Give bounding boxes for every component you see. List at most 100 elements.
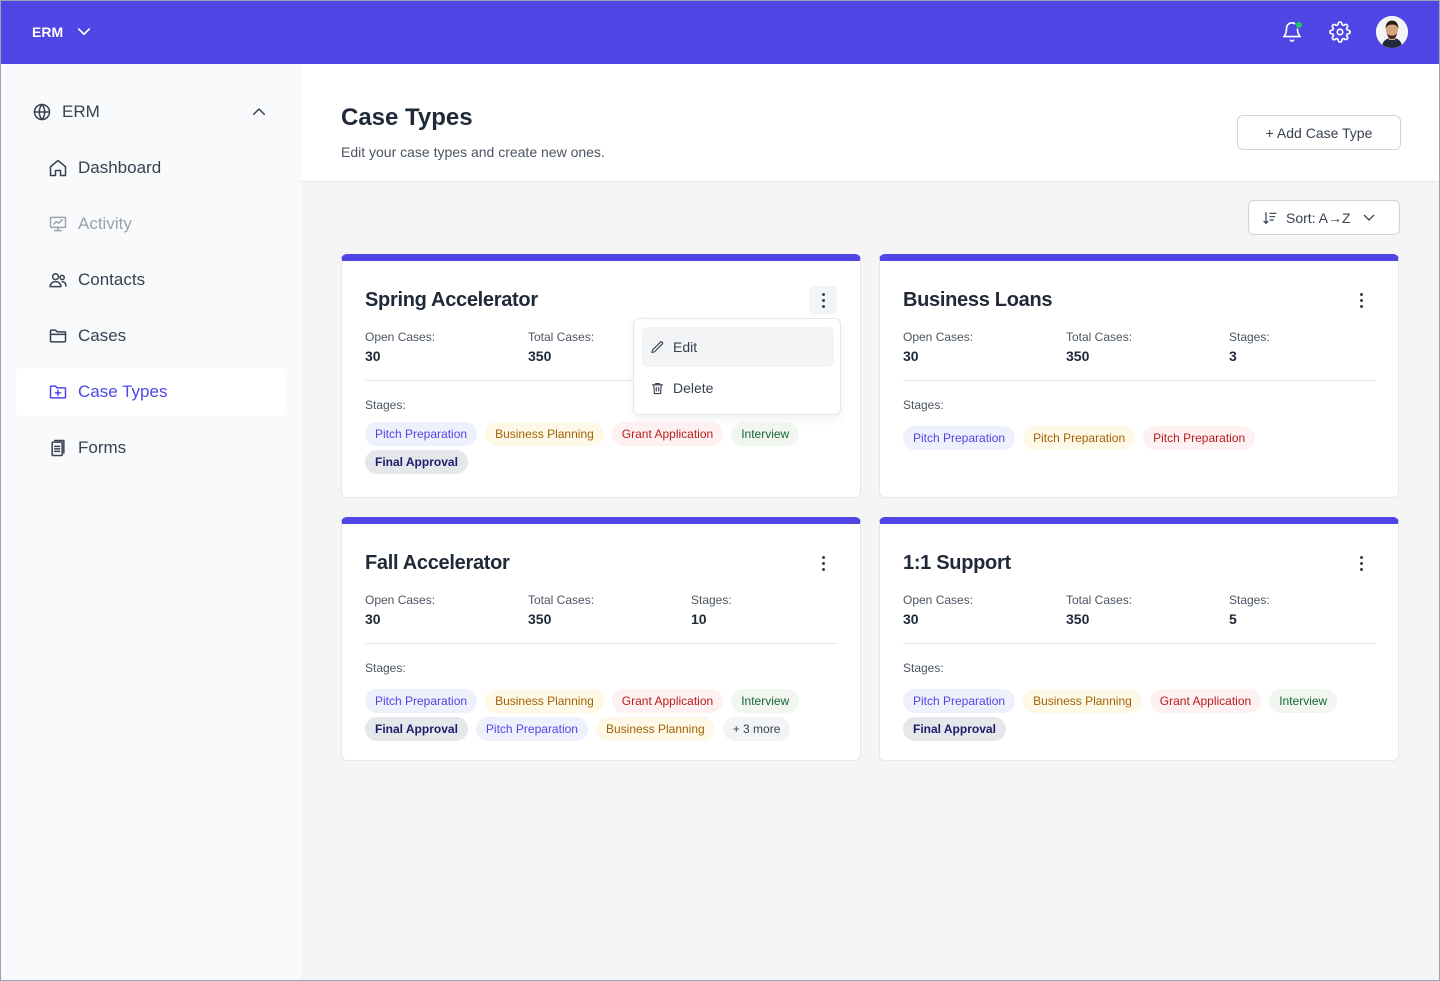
card-divider bbox=[903, 643, 1375, 644]
sort-dropdown[interactable]: Sort: A→Z bbox=[1248, 200, 1400, 235]
sidebar-item-cases[interactable]: Cases bbox=[16, 312, 285, 360]
globe-icon bbox=[33, 103, 51, 121]
card-title: Business Loans bbox=[903, 289, 1053, 311]
stage-count-stat: Stages: 10 bbox=[691, 593, 732, 627]
sidebar-item-case-types[interactable]: Case Types bbox=[16, 368, 285, 416]
sidebar-item-activity[interactable]: Activity bbox=[16, 200, 285, 248]
bell-icon bbox=[1282, 22, 1302, 42]
card-title: Fall Accelerator bbox=[365, 552, 510, 574]
stage-chip-list: Pitch Preparation Pitch Preparation Pitc… bbox=[903, 426, 1383, 454]
stage-chip: Pitch Preparation bbox=[365, 689, 478, 713]
stat-value: 350 bbox=[528, 348, 552, 364]
stat-value: 350 bbox=[1066, 348, 1090, 364]
case-type-card: Fall Accelerator Open Cases: 30 Total Ca… bbox=[341, 517, 861, 761]
stage-chip: Pitch Preparation bbox=[903, 426, 1016, 450]
case-type-card: 1:1 Support Open Cases: 30 Total Cases: … bbox=[879, 517, 1399, 761]
delete-menu-item[interactable]: Delete bbox=[642, 368, 834, 408]
stage-chip: Final Approval bbox=[365, 450, 468, 474]
stages-label: Stages: bbox=[903, 398, 944, 412]
sidebar-item-dashboard[interactable]: Dashboard bbox=[16, 144, 285, 192]
card-menu-button[interactable] bbox=[809, 286, 837, 314]
open-cases-stat: Open Cases: 30 bbox=[903, 593, 973, 627]
sidebar-item-contacts[interactable]: Contacts bbox=[16, 256, 285, 304]
stage-count-stat: Stages: 5 bbox=[1229, 593, 1270, 627]
chevron-down-icon bbox=[1363, 214, 1374, 221]
stage-chip: Grant Application bbox=[1149, 689, 1262, 713]
stage-count-stat: Stages: 3 bbox=[1229, 330, 1270, 364]
stat-value: 350 bbox=[1066, 611, 1090, 627]
card-title: Spring Accelerator bbox=[365, 289, 538, 311]
trash-icon bbox=[651, 382, 664, 394]
stat-label: Open Cases: bbox=[903, 330, 974, 344]
settings-button[interactable] bbox=[1328, 20, 1352, 44]
stage-chip: Interview bbox=[731, 689, 800, 713]
card-menu-button[interactable] bbox=[1347, 549, 1375, 577]
stages-label: Stages: bbox=[365, 398, 406, 412]
stat-label: Total Cases: bbox=[528, 593, 595, 607]
stage-chip-list: Pitch Preparation Business Planning Gran… bbox=[365, 689, 845, 745]
open-cases-stat: Open Cases: 30 bbox=[365, 330, 435, 364]
stat-label: Stages: bbox=[1229, 330, 1270, 344]
stage-chip: Business Planning bbox=[485, 689, 604, 713]
stage-chip: Pitch Preparation bbox=[365, 422, 478, 446]
edit-menu-item[interactable]: Edit bbox=[642, 327, 834, 367]
user-avatar[interactable] bbox=[1376, 16, 1408, 48]
notifications-button[interactable] bbox=[1280, 20, 1304, 44]
sidebar-item-label: Cases bbox=[78, 326, 127, 345]
workspace-switcher[interactable]: ERM bbox=[32, 23, 93, 41]
stage-chip: Pitch Preparation bbox=[903, 689, 1016, 713]
stage-chip: Final Approval bbox=[903, 717, 1006, 741]
case-type-card: Business Loans Open Cases: 30 Total Case… bbox=[879, 254, 1399, 498]
stage-chip: Final Approval bbox=[365, 717, 468, 741]
stage-chip: Grant Application bbox=[611, 689, 724, 713]
open-cases-stat: Open Cases: 30 bbox=[365, 593, 435, 627]
more-vertical-icon bbox=[1359, 554, 1363, 572]
pencil-icon bbox=[651, 340, 664, 353]
stage-chip: Business Planning bbox=[485, 422, 604, 446]
clipboard-icon bbox=[51, 439, 65, 457]
card-divider bbox=[365, 380, 837, 381]
sort-descending-icon bbox=[1263, 211, 1277, 224]
stage-chip: Pitch Preparation bbox=[1023, 426, 1136, 450]
stage-chip-list: Pitch Preparation Business Planning Gran… bbox=[365, 422, 845, 478]
chevron-up-icon bbox=[253, 108, 265, 115]
add-case-type-button[interactable]: + Add Case Type bbox=[1237, 115, 1401, 150]
stat-value: 3 bbox=[1229, 348, 1237, 364]
page-title: Case Types bbox=[341, 104, 473, 131]
card-menu-button[interactable] bbox=[809, 549, 837, 577]
card-divider bbox=[365, 643, 837, 644]
more-vertical-icon bbox=[821, 554, 825, 572]
top-bar: ERM bbox=[0, 0, 1440, 64]
stages-label: Stages: bbox=[903, 661, 944, 675]
card-divider bbox=[903, 380, 1375, 381]
sidebar-item-label: Dashboard bbox=[78, 158, 162, 177]
card-context-menu: Edit Delete bbox=[633, 318, 841, 415]
menu-item-label: Delete bbox=[673, 380, 714, 396]
workspace-name: ERM bbox=[32, 24, 64, 40]
card-menu-button[interactable] bbox=[1347, 286, 1375, 314]
avatar-image bbox=[1376, 16, 1408, 48]
users-icon bbox=[49, 273, 67, 288]
stage-chip: Interview bbox=[731, 422, 800, 446]
page-header: Case Types Edit your case types and crea… bbox=[301, 64, 1440, 182]
folder-icon bbox=[49, 329, 67, 343]
stage-chip: Interview bbox=[1269, 689, 1338, 713]
sidebar-item-forms[interactable]: Forms bbox=[16, 424, 285, 472]
stat-label: Total Cases: bbox=[1066, 593, 1133, 607]
stage-chip: Business Planning bbox=[595, 717, 715, 741]
more-stages-chip[interactable]: + 3 more bbox=[722, 717, 791, 741]
stage-chip: Business Planning bbox=[1023, 689, 1142, 713]
chevron-down-icon bbox=[78, 28, 91, 36]
stage-chip-list: Pitch Preparation Business Planning Gran… bbox=[903, 689, 1383, 745]
total-cases-stat: Total Cases: 350 bbox=[1066, 330, 1132, 364]
stat-label: Total Cases: bbox=[1066, 330, 1133, 344]
stat-value: 30 bbox=[365, 611, 381, 627]
sidebar: ERM Dashboard Activity Contacts Cases Ca… bbox=[0, 64, 301, 981]
stat-label: Open Cases: bbox=[365, 593, 436, 607]
stat-label: Open Cases: bbox=[903, 593, 974, 607]
card-title: 1:1 Support bbox=[903, 552, 1011, 574]
sidebar-item-label: Case Types bbox=[78, 382, 168, 401]
sidebar-group-erm[interactable]: ERM bbox=[32, 100, 272, 124]
stat-label: Open Cases: bbox=[365, 330, 436, 344]
stat-value: 30 bbox=[903, 611, 919, 627]
